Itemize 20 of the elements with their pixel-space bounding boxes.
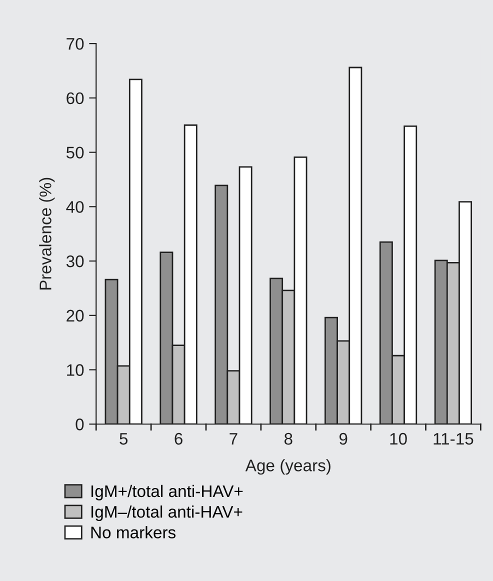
- y-tick-label: 10: [67, 364, 84, 376]
- x-tick-label: 11-15: [434, 433, 474, 445]
- x-tick-label: 8: [284, 432, 292, 445]
- x-tick-label: 10: [390, 432, 407, 445]
- legend-label: IgM+/total anti-HAV+: [92, 484, 243, 500]
- x-tick-label: 5: [120, 433, 128, 445]
- y-tick-label: 0: [76, 418, 84, 430]
- y-axis-title: Prevalence (%): [39, 178, 55, 290]
- y-tick-label: 50: [66, 146, 84, 159]
- legend-label: IgM–/total anti-HAV+: [92, 506, 242, 522]
- x-axis-title: Age (years): [245, 459, 330, 475]
- y-tick-label: 20: [66, 310, 84, 322]
- legend-label: No markers: [91, 526, 176, 538]
- y-tick-label: 70: [66, 38, 84, 50]
- y-tick-label: 30: [66, 255, 84, 268]
- x-tick-label: 7: [230, 433, 238, 445]
- y-tick-label: 40: [66, 201, 84, 213]
- y-tick-label: 60: [66, 92, 84, 104]
- x-tick-label: 9: [339, 432, 348, 445]
- x-tick-label: 6: [174, 432, 182, 445]
